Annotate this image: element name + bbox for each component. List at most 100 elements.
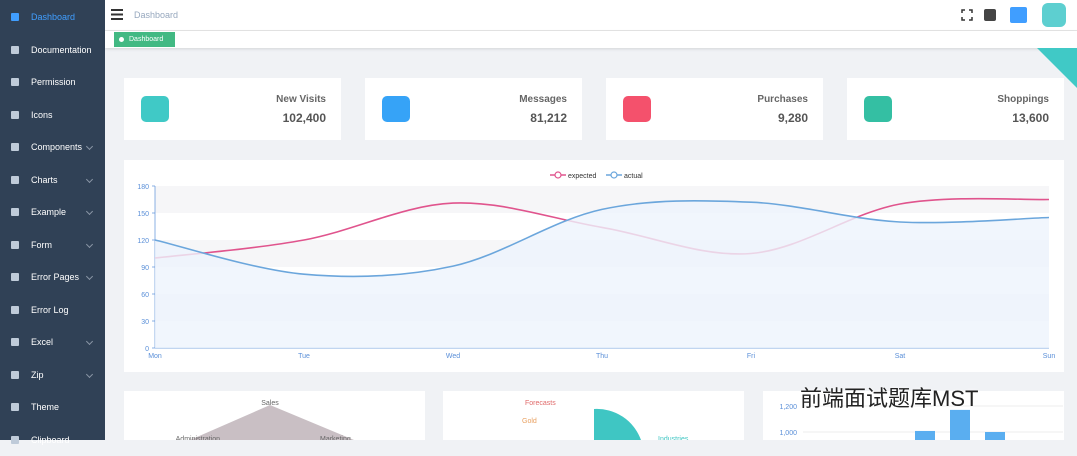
- menu-icon: [11, 370, 19, 379]
- radar-chart: Sales Administration Marketing: [176, 400, 354, 443]
- menu-item[interactable]: Charts: [0, 164, 105, 196]
- x-tick-label: Mon: [148, 353, 162, 360]
- card-value: 9,280: [777, 111, 808, 125]
- avatar[interactable]: [1042, 3, 1066, 27]
- menu-icon: [11, 110, 19, 119]
- stat-card[interactable]: New Visits 102,400: [124, 78, 341, 140]
- pie-label: Industries: [658, 436, 689, 440]
- menu-icon: [11, 143, 19, 151]
- y-tick-label: 180: [137, 184, 149, 191]
- menu-arrow: [85, 272, 94, 281]
- tag[interactable]: Dashboard: [114, 32, 176, 47]
- menu-item[interactable]: Excel: [0, 326, 105, 358]
- watermark: 前端面试题库MST: [800, 386, 979, 411]
- bar: [915, 430, 935, 440]
- hamburger[interactable]: [111, 9, 123, 20]
- tags-view: Dashboard: [105, 31, 1077, 48]
- tag-label: Dashboard: [129, 36, 164, 43]
- card-icon: [382, 96, 410, 122]
- radar-label: Sales: [261, 400, 279, 407]
- menu-item[interactable]: Documentation: [0, 34, 105, 66]
- chart-panel: 0 30 60 90 120 150 180 Mon Tue Wed Thu Fri Sat Sun exp…: [124, 160, 1064, 372]
- x-tick-label: Sat: [895, 353, 906, 360]
- menu-item[interactable]: Theme: [0, 391, 105, 423]
- legend-label: actual: [624, 173, 643, 180]
- split-area: [155, 186, 1049, 213]
- menu-label: Charts: [31, 174, 58, 185]
- tag-dot: [119, 37, 124, 42]
- menu-item[interactable]: Zip: [0, 359, 105, 391]
- y-tick-label: 1,200: [779, 404, 797, 411]
- y-tick-label: 150: [137, 211, 149, 218]
- series-line: [154, 199, 1050, 278]
- stat-card[interactable]: Purchases 9,280: [606, 78, 823, 140]
- menu-icon: [11, 240, 19, 249]
- menu-label: Form: [31, 239, 52, 250]
- menu-item[interactable]: Error Log: [0, 294, 105, 326]
- stat-card[interactable]: Messages 81,212: [365, 78, 582, 140]
- fullscreen[interactable]: [961, 9, 973, 21]
- menu-label: Theme: [31, 402, 60, 412]
- menu-label: Error Pages: [31, 272, 80, 282]
- menu-label: Zip: [31, 369, 44, 380]
- menu-icon: [11, 208, 19, 216]
- radar-panel: Sales Administration Marketing: [124, 391, 425, 443]
- card-value: 102,400: [282, 111, 326, 125]
- size-select[interactable]: [984, 9, 996, 21]
- legend-dot: [554, 171, 562, 179]
- y-tick-label: 60: [141, 292, 149, 299]
- breadcrumb[interactable]: Dashboard: [134, 10, 179, 20]
- legend-label: expected: [568, 173, 597, 180]
- series-area: [155, 200, 1049, 348]
- bar-panel: 1,000 1,200: [763, 391, 1064, 440]
- menu-item[interactable]: Components: [0, 131, 105, 163]
- sidebar: Dashboard Documentation Permission Icons Com…: [0, 0, 105, 445]
- x-tick-label: Tue: [298, 353, 310, 360]
- menu-item[interactable]: Icons: [0, 99, 105, 131]
- y-tick-label: 1,000: [779, 430, 797, 437]
- menu-icon: [11, 45, 19, 54]
- menu-item[interactable]: Permission: [0, 66, 105, 98]
- card-icon: [141, 96, 169, 122]
- stat-card[interactable]: Shoppings 13,600: [847, 78, 1064, 140]
- menu-item[interactable]: Form: [0, 229, 105, 261]
- menu-icon: [11, 78, 19, 86]
- menu-item[interactable]: Example: [0, 196, 105, 228]
- github-corner[interactable]: [1037, 48, 1077, 88]
- pie-panel: Forecasts Gold Industries: [443, 391, 744, 443]
- x-tick-label: Thu: [596, 353, 608, 360]
- card-icon: [864, 96, 892, 122]
- card-icon: [623, 96, 651, 122]
- menu-label: Components: [31, 142, 83, 152]
- pie-label: Gold: [522, 418, 537, 425]
- pie-chart: Forecasts Gold Industries: [522, 400, 689, 443]
- radar-label: Marketing: [320, 436, 351, 440]
- card-label: Messages: [519, 94, 567, 105]
- y-tick-label: 0: [145, 346, 149, 353]
- bar: [950, 409, 970, 440]
- card-label: Shoppings: [997, 94, 1049, 105]
- menu-arrow: [85, 240, 94, 248]
- menu-icon: [11, 338, 19, 346]
- card-label: New Visits: [276, 94, 326, 105]
- radar-label: Administration: [176, 436, 220, 440]
- menu-label: Icons: [31, 109, 53, 120]
- menu-arrow: [85, 142, 94, 151]
- y-tick-label: 90: [141, 265, 149, 272]
- menu-arrow: [85, 370, 94, 378]
- lang-select[interactable]: [1010, 7, 1027, 23]
- menu-arrow: [85, 337, 94, 346]
- pie-label: Forecasts: [525, 400, 556, 407]
- menu-label: Error Log: [31, 304, 69, 315]
- navbar: Dashboard: [105, 0, 1077, 31]
- menu-item[interactable]: Dashboard: [0, 1, 105, 33]
- line-chart: 0 30 60 90 120 150 180 Mon Tue Wed Thu Fri Sat Sun exp…: [137, 171, 1055, 360]
- bar-chart: 1,000 1,200: [779, 404, 1063, 440]
- y-tick-label: 120: [137, 238, 149, 245]
- menu-label: Example: [31, 207, 67, 217]
- menu-label: Documentation: [31, 44, 92, 55]
- card-label: Purchases: [757, 94, 808, 105]
- menu-arrow: [85, 207, 94, 216]
- menu-item[interactable]: Error Pages: [0, 261, 105, 293]
- card-value: 13,600: [1012, 111, 1049, 125]
